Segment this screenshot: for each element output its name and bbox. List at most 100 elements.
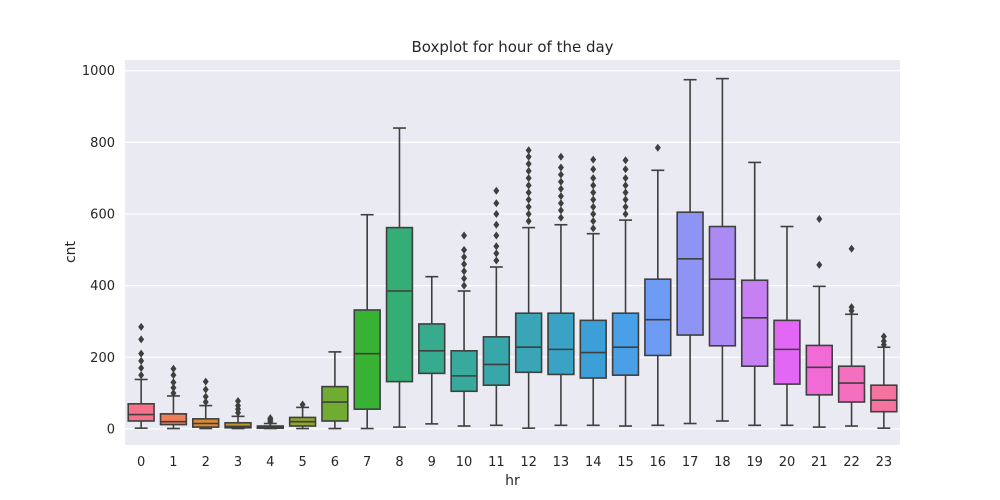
outlier-marker xyxy=(557,163,564,172)
outlier-marker xyxy=(557,199,564,208)
outlier-marker xyxy=(622,165,629,174)
x-axis-label: hr xyxy=(505,473,520,489)
box-group xyxy=(385,127,414,428)
outlier-marker xyxy=(880,337,887,346)
outlier-marker xyxy=(590,195,597,204)
box xyxy=(773,319,801,385)
outlier-marker xyxy=(590,188,597,197)
x-tick-label: 9 xyxy=(428,455,436,470)
box-group xyxy=(708,77,737,422)
outlier-marker xyxy=(138,364,145,372)
x-tick-label: 5 xyxy=(298,455,306,470)
box xyxy=(353,309,381,410)
plot-area xyxy=(125,60,900,445)
box-group xyxy=(676,78,704,425)
outlier-marker xyxy=(138,356,145,365)
box-group xyxy=(514,146,543,429)
box xyxy=(611,312,640,376)
outlier-marker xyxy=(525,195,532,204)
x-tick-label: 10 xyxy=(456,455,473,470)
outlier-marker xyxy=(525,217,532,226)
outlier-marker xyxy=(170,383,177,392)
x-tick-label: 1 xyxy=(169,455,177,470)
outlier-marker xyxy=(170,371,177,380)
box-group xyxy=(321,351,349,430)
y-tick-label: 400 xyxy=(90,279,115,294)
box xyxy=(127,403,155,422)
box xyxy=(870,384,898,413)
box-group xyxy=(870,332,898,429)
boxes xyxy=(127,77,898,430)
outlier-marker xyxy=(493,249,500,258)
x-tick-label: 17 xyxy=(682,455,699,470)
outlier-marker xyxy=(493,231,500,240)
outlier-marker xyxy=(525,174,532,183)
outlier-marker xyxy=(525,159,532,168)
outlier-marker xyxy=(525,146,532,155)
box-group xyxy=(288,400,317,430)
box xyxy=(450,350,478,393)
box xyxy=(547,312,575,376)
x-tick-label: 2 xyxy=(202,455,210,470)
box xyxy=(644,278,672,357)
outlier-marker xyxy=(170,364,177,373)
x-tick-label: 15 xyxy=(617,455,634,470)
outlier-marker xyxy=(590,181,597,190)
y-axis-label: cnt xyxy=(63,240,79,263)
outlier-marker xyxy=(138,335,145,344)
outlier-marker xyxy=(299,400,306,409)
outlier-marker xyxy=(590,155,597,164)
outlier-marker xyxy=(622,202,629,211)
outlier-marker xyxy=(525,167,532,176)
outlier-marker xyxy=(461,252,468,261)
x-tick-label: 8 xyxy=(395,455,403,470)
outlier-marker xyxy=(202,385,209,394)
x-tick-label: 19 xyxy=(746,455,763,470)
outlier-marker xyxy=(848,303,855,312)
box-group xyxy=(192,377,220,430)
outlier-marker xyxy=(138,322,145,331)
y-tick-label: 0 xyxy=(107,422,115,437)
outlier-marker xyxy=(557,213,564,222)
y-tick-label: 200 xyxy=(90,351,115,366)
outlier-marker xyxy=(622,174,629,183)
outlier-marker xyxy=(235,401,242,410)
box xyxy=(385,226,414,383)
box xyxy=(805,344,833,396)
x-tick-label: 3 xyxy=(234,455,242,470)
outlier-marker xyxy=(493,210,500,218)
box-group xyxy=(256,414,285,430)
outlier-marker xyxy=(525,152,532,161)
box xyxy=(321,385,349,422)
outlier-marker xyxy=(138,349,145,358)
outlier-marker xyxy=(525,188,532,197)
y-tick-label: 1000 xyxy=(82,64,115,79)
box xyxy=(159,413,188,426)
x-tick-label: 16 xyxy=(650,455,667,470)
box xyxy=(676,211,704,336)
outlier-marker xyxy=(170,378,177,387)
outlier-marker xyxy=(170,389,177,398)
y-axis-ticks: 0 200 400 600 800 1000 xyxy=(82,64,115,437)
gridlines xyxy=(125,70,900,430)
outlier-marker xyxy=(590,174,597,183)
box-group xyxy=(127,322,155,429)
outlier-marker xyxy=(493,256,500,265)
box-group xyxy=(547,152,575,427)
outlier-marker xyxy=(622,156,629,165)
outlier-marker xyxy=(590,202,597,211)
outlier-marker xyxy=(880,332,887,341)
outlier-marker xyxy=(848,244,855,253)
outlier-marker xyxy=(590,224,597,233)
outlier-marker xyxy=(525,181,532,190)
x-tick-label: 21 xyxy=(811,455,828,470)
outlier-marker xyxy=(557,192,564,201)
outlier-marker xyxy=(235,396,242,405)
x-tick-label: 7 xyxy=(363,455,371,470)
chart-title: Boxplot for hour of the day xyxy=(411,38,613,56)
box xyxy=(837,365,866,403)
outlier-marker xyxy=(461,231,468,240)
outlier-marker xyxy=(461,281,468,290)
